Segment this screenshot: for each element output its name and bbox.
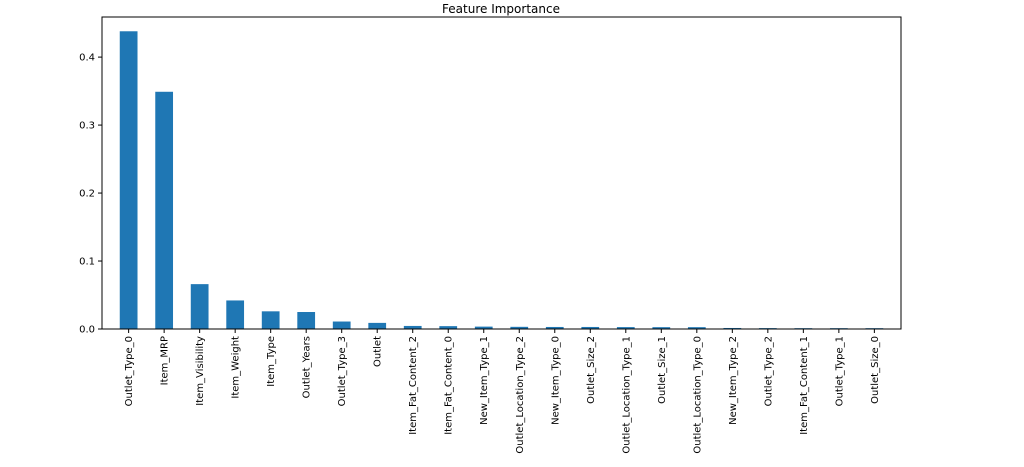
x-tick-label: Item_Fat_Content_2 <box>408 336 419 435</box>
chart-title: Feature Importance <box>442 2 560 16</box>
x-tick-label: Outlet_Location_Type_2 <box>515 336 526 454</box>
x-tick-label: Item_Weight <box>231 336 242 399</box>
bars <box>119 31 884 330</box>
x-tick-label: Outlet_Size_2 <box>586 336 597 404</box>
bar-item-type <box>261 311 280 329</box>
x-tick-label: Outlet_Type_1 <box>834 336 845 406</box>
x-tick-label: Outlet_Location_Type_1 <box>621 336 632 454</box>
y-tick-label: 0.2 <box>79 189 95 200</box>
x-tick-label: Item_Fat_Content_0 <box>444 336 455 435</box>
x-tick-label: Outlet_Location_Type_0 <box>692 336 703 454</box>
bar-outlet <box>368 322 387 329</box>
x-tick-label: Outlet_Years <box>302 336 313 398</box>
y-tick-label: 0.0 <box>79 325 95 336</box>
bar-outlet-type-0 <box>119 31 138 330</box>
y-tick-label: 0.3 <box>79 121 95 132</box>
bar-item-visibility <box>190 284 209 329</box>
x-tick-label: Item_Type <box>266 336 277 387</box>
plot-frame <box>101 16 902 330</box>
x-tick-label: Item_Fat_Content_1 <box>799 336 810 435</box>
bar-item-mrp <box>155 91 174 329</box>
x-tick-label: Outlet_Size_0 <box>870 336 881 404</box>
bar-new-item-type-1 <box>474 326 493 329</box>
x-tick-label: Outlet <box>373 336 384 367</box>
y-tick-label: 0.1 <box>79 257 95 268</box>
y-axis: 0.0 0.1 0.2 0.3 0.4 <box>79 53 102 336</box>
bar-outlet-type-3 <box>332 321 351 329</box>
x-tick-label: Outlet_Type_2 <box>763 336 774 406</box>
x-tick-label: New_Item_Type_2 <box>728 336 739 425</box>
bar-item-fat-content-0 <box>439 326 458 329</box>
x-tick-label: Item_MRP <box>160 336 171 385</box>
bar-item-fat-content-2 <box>403 325 422 329</box>
x-tick-label: New_Item_Type_0 <box>550 336 561 425</box>
bar-outlet-years <box>297 312 316 329</box>
x-tick-label: Item_Visibility <box>195 336 206 406</box>
y-tick-label: 0.4 <box>79 53 95 64</box>
bar-new-item-type-0 <box>545 326 564 329</box>
bar-outlet-location-type-2 <box>510 326 529 329</box>
bar-new-item-type-2 <box>723 327 742 329</box>
x-tick-label: Outlet_Type_0 <box>124 336 135 406</box>
bar-outlet-size-2 <box>581 326 600 329</box>
bar-outlet-size-1 <box>652 327 671 329</box>
x-tick-label: Outlet_Size_1 <box>657 336 668 404</box>
bar-outlet-location-type-0 <box>687 327 706 329</box>
x-tick-label: Outlet_Type_3 <box>337 336 348 406</box>
x-tick-label: New_Item_Type_1 <box>479 336 490 425</box>
bar-item-weight <box>226 300 245 329</box>
x-axis: Outlet_Type_0 Item_MRP Item_Visibility Item… <box>124 329 881 454</box>
bar-outlet-location-type-1 <box>616 327 635 329</box>
